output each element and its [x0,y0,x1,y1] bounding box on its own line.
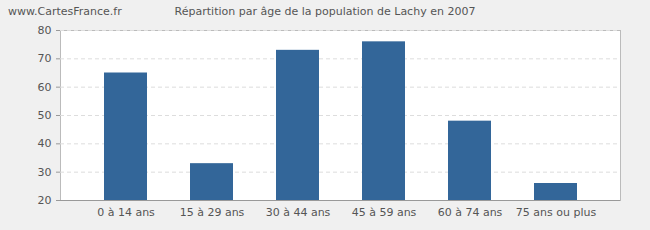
svg-text:80: 80 [38,26,52,37]
svg-text:30 à 44 ans: 30 à 44 ans [266,206,331,219]
svg-text:70: 70 [38,52,52,65]
svg-text:15 à 29 ans: 15 à 29 ans [180,206,245,219]
svg-text:50: 50 [38,109,52,122]
svg-text:75 ans ou plus: 75 ans ou plus [516,206,597,219]
svg-text:45 à 59 ans: 45 à 59 ans [352,206,417,219]
svg-text:40: 40 [38,137,52,150]
svg-text:60 à 74 ans: 60 à 74 ans [438,206,503,219]
html-text:Répartition par âge de la popu: Répartition par âge de la population de … [174,5,476,18]
svg-text:60: 60 [38,81,52,94]
html-text:www.CartesFrance.fr: www.CartesFrance.fr [8,5,122,18]
svg-text:0 à 14 ans: 0 à 14 ans [97,206,155,219]
svg-text:30: 30 [38,166,52,179]
svg-text:20: 20 [38,194,52,207]
